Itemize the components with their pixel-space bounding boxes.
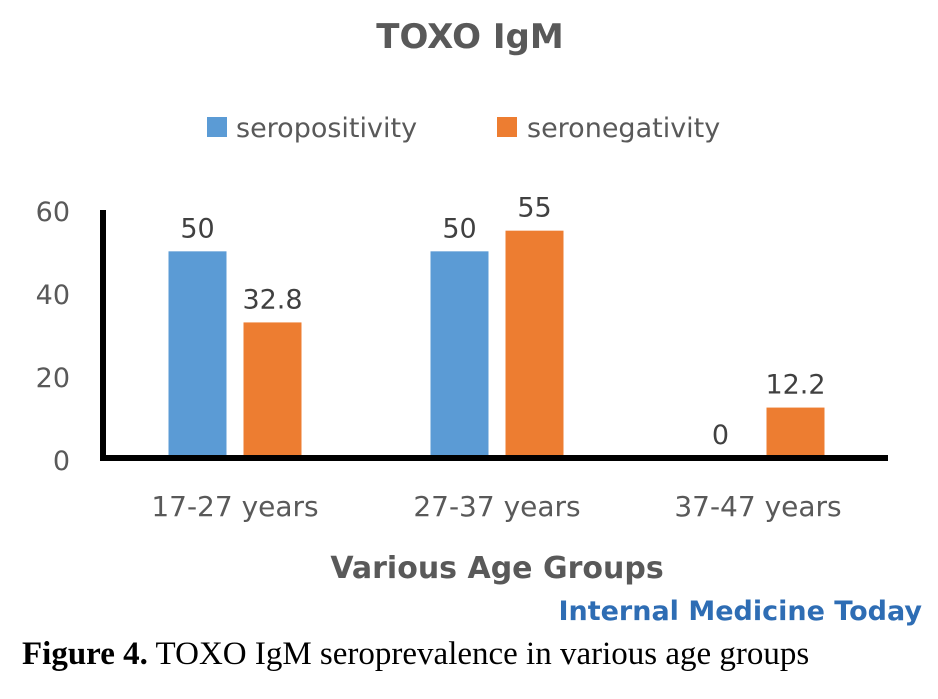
bar-seronegativity-2 xyxy=(766,407,825,458)
x-category-label: 17-27 years xyxy=(151,490,318,523)
bars-group xyxy=(168,230,825,458)
y-tick-label: 20 xyxy=(36,363,70,394)
data-label-seronegativity-1: 55 xyxy=(517,193,551,224)
figure-caption: Figure 4. TOXO IgM seroprevalence in var… xyxy=(22,636,809,673)
y-tick-label: 0 xyxy=(53,446,70,477)
legend-label-seronegativity: seronegativity xyxy=(527,113,720,144)
legend: seropositivity seronegativity xyxy=(207,113,720,144)
bar-seropositivity-0 xyxy=(168,251,227,458)
caption-label: Figure 4. xyxy=(22,636,148,672)
bar-seropositivity-1 xyxy=(430,251,489,458)
data-label-seronegativity-0: 32.8 xyxy=(242,284,302,315)
data-labels-group: 50 50 0 32.8 55 12.2 xyxy=(180,193,825,451)
data-label-seropositivity-2: 0 xyxy=(712,420,729,451)
chart-title: TOXO IgM xyxy=(376,17,563,57)
data-label-seropositivity-0: 50 xyxy=(180,213,214,244)
data-label-seropositivity-1: 50 xyxy=(442,213,476,244)
x-category-label: 37-47 years xyxy=(674,490,841,523)
watermark-logo: Internal Medicine Today xyxy=(558,596,922,627)
bar-seronegativity-0 xyxy=(243,322,302,458)
x-axis-categories: 17-27 years 27-37 years 37-47 years xyxy=(151,490,841,523)
bar-seronegativity-1 xyxy=(505,230,564,458)
y-axis: 0 20 40 60 xyxy=(36,197,106,477)
y-tick-label: 40 xyxy=(36,280,70,311)
data-label-seronegativity-2: 12.2 xyxy=(765,370,825,401)
y-tick-label: 60 xyxy=(36,197,70,228)
x-axis-title: Various Age Groups xyxy=(330,551,663,586)
x-category-label: 27-37 years xyxy=(413,490,580,523)
caption-text: TOXO IgM seroprevalence in various age g… xyxy=(147,636,810,672)
legend-swatch-seronegativity xyxy=(497,117,517,137)
bar-chart: TOXO IgM seropositivity seronegativity 0… xyxy=(36,17,888,586)
legend-label-seropositivity: seropositivity xyxy=(236,113,417,144)
legend-swatch-seropositivity xyxy=(207,117,227,137)
